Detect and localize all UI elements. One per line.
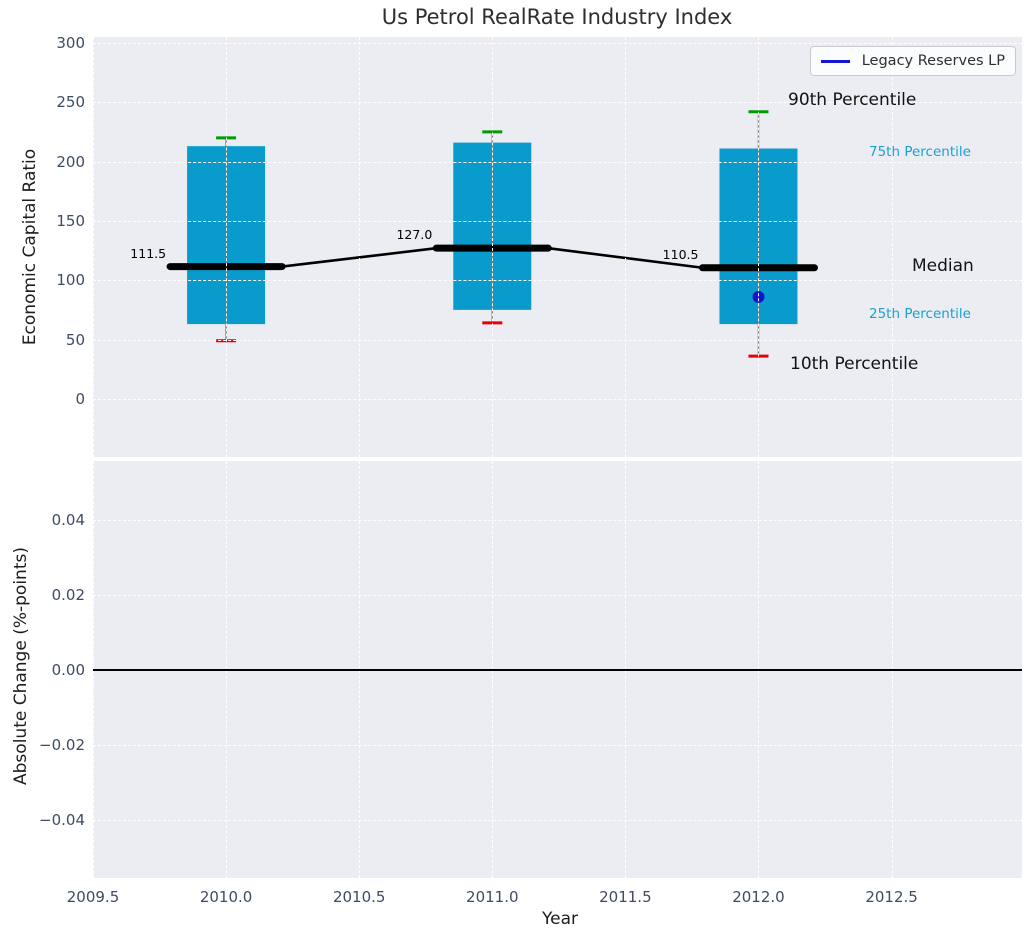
gridline-horizontal xyxy=(93,519,1022,521)
legend-label: Legacy Reserves LP xyxy=(861,53,1005,69)
percentile-90-label: 90th Percentile xyxy=(788,90,917,110)
top-y-tick-label: 0 xyxy=(75,389,85,408)
bottom-y-tick-label: −0.04 xyxy=(39,810,85,829)
gridline-vertical xyxy=(492,37,494,457)
bottom-y-tick-label: 0.02 xyxy=(51,585,85,604)
median-value-annotation: 127.0 xyxy=(396,227,433,243)
x-tick-label: 2011.0 xyxy=(466,888,519,906)
median-label: Median xyxy=(912,256,974,276)
gridline-vertical xyxy=(226,37,228,457)
x-tick-label: 2011.5 xyxy=(599,888,652,906)
legend: Legacy Reserves LP xyxy=(810,46,1016,76)
top-axes xyxy=(93,37,1022,457)
legend-line-swatch xyxy=(821,59,850,63)
gridline-horizontal xyxy=(93,339,1022,341)
bottom-y-tick-label: 0.00 xyxy=(51,660,85,679)
top-y-tick-label: 250 xyxy=(56,93,85,112)
percentile-75-label: 75th Percentile xyxy=(869,144,971,160)
gridline-horizontal xyxy=(93,161,1022,163)
gridline-horizontal xyxy=(93,220,1022,222)
gridline-vertical xyxy=(758,37,760,457)
bottom-y-tick-label: 0.04 xyxy=(51,510,85,529)
bottom-y-tick-label: −0.02 xyxy=(39,735,85,754)
top-y-tick-label: 150 xyxy=(56,211,85,230)
chart-title: Us Petrol RealRate Industry Index xyxy=(381,5,733,29)
x-axis-label: Year xyxy=(542,909,578,929)
percentile-10-label: 10th Percentile xyxy=(790,354,919,374)
median-value-annotation: 110.5 xyxy=(662,246,699,262)
gridline-horizontal xyxy=(93,398,1022,400)
gridline-vertical xyxy=(359,37,361,457)
top-y-tick-label: 200 xyxy=(56,152,85,171)
x-tick-label: 2009.5 xyxy=(66,888,120,906)
gridline-horizontal xyxy=(93,594,1022,596)
gridline-horizontal xyxy=(93,102,1022,104)
x-tick-label: 2012.0 xyxy=(732,888,785,906)
gridline-vertical xyxy=(891,37,893,457)
top-y-tick-label: 100 xyxy=(56,271,85,290)
percentile-25-label: 25th Percentile xyxy=(869,306,971,322)
x-tick-label: 2010.5 xyxy=(332,888,386,906)
top-y-tick-label: 300 xyxy=(56,33,85,52)
x-tick-label: 2012.5 xyxy=(865,888,918,906)
gridline-vertical xyxy=(625,37,627,457)
gridline-horizontal xyxy=(93,744,1022,746)
zero-reference-line xyxy=(93,668,1022,671)
gridline-horizontal xyxy=(93,280,1022,282)
x-tick-label: 2010.0 xyxy=(199,888,253,906)
gridline-horizontal xyxy=(93,42,1022,44)
bottom-axes xyxy=(93,461,1022,878)
median-value-annotation: 111.5 xyxy=(130,245,167,261)
top-y-tick-label: 50 xyxy=(65,330,85,349)
top-y-axis-label: Economic Capital Ratio xyxy=(20,148,40,346)
gridline-vertical xyxy=(93,37,94,457)
gridline-horizontal xyxy=(93,819,1022,821)
